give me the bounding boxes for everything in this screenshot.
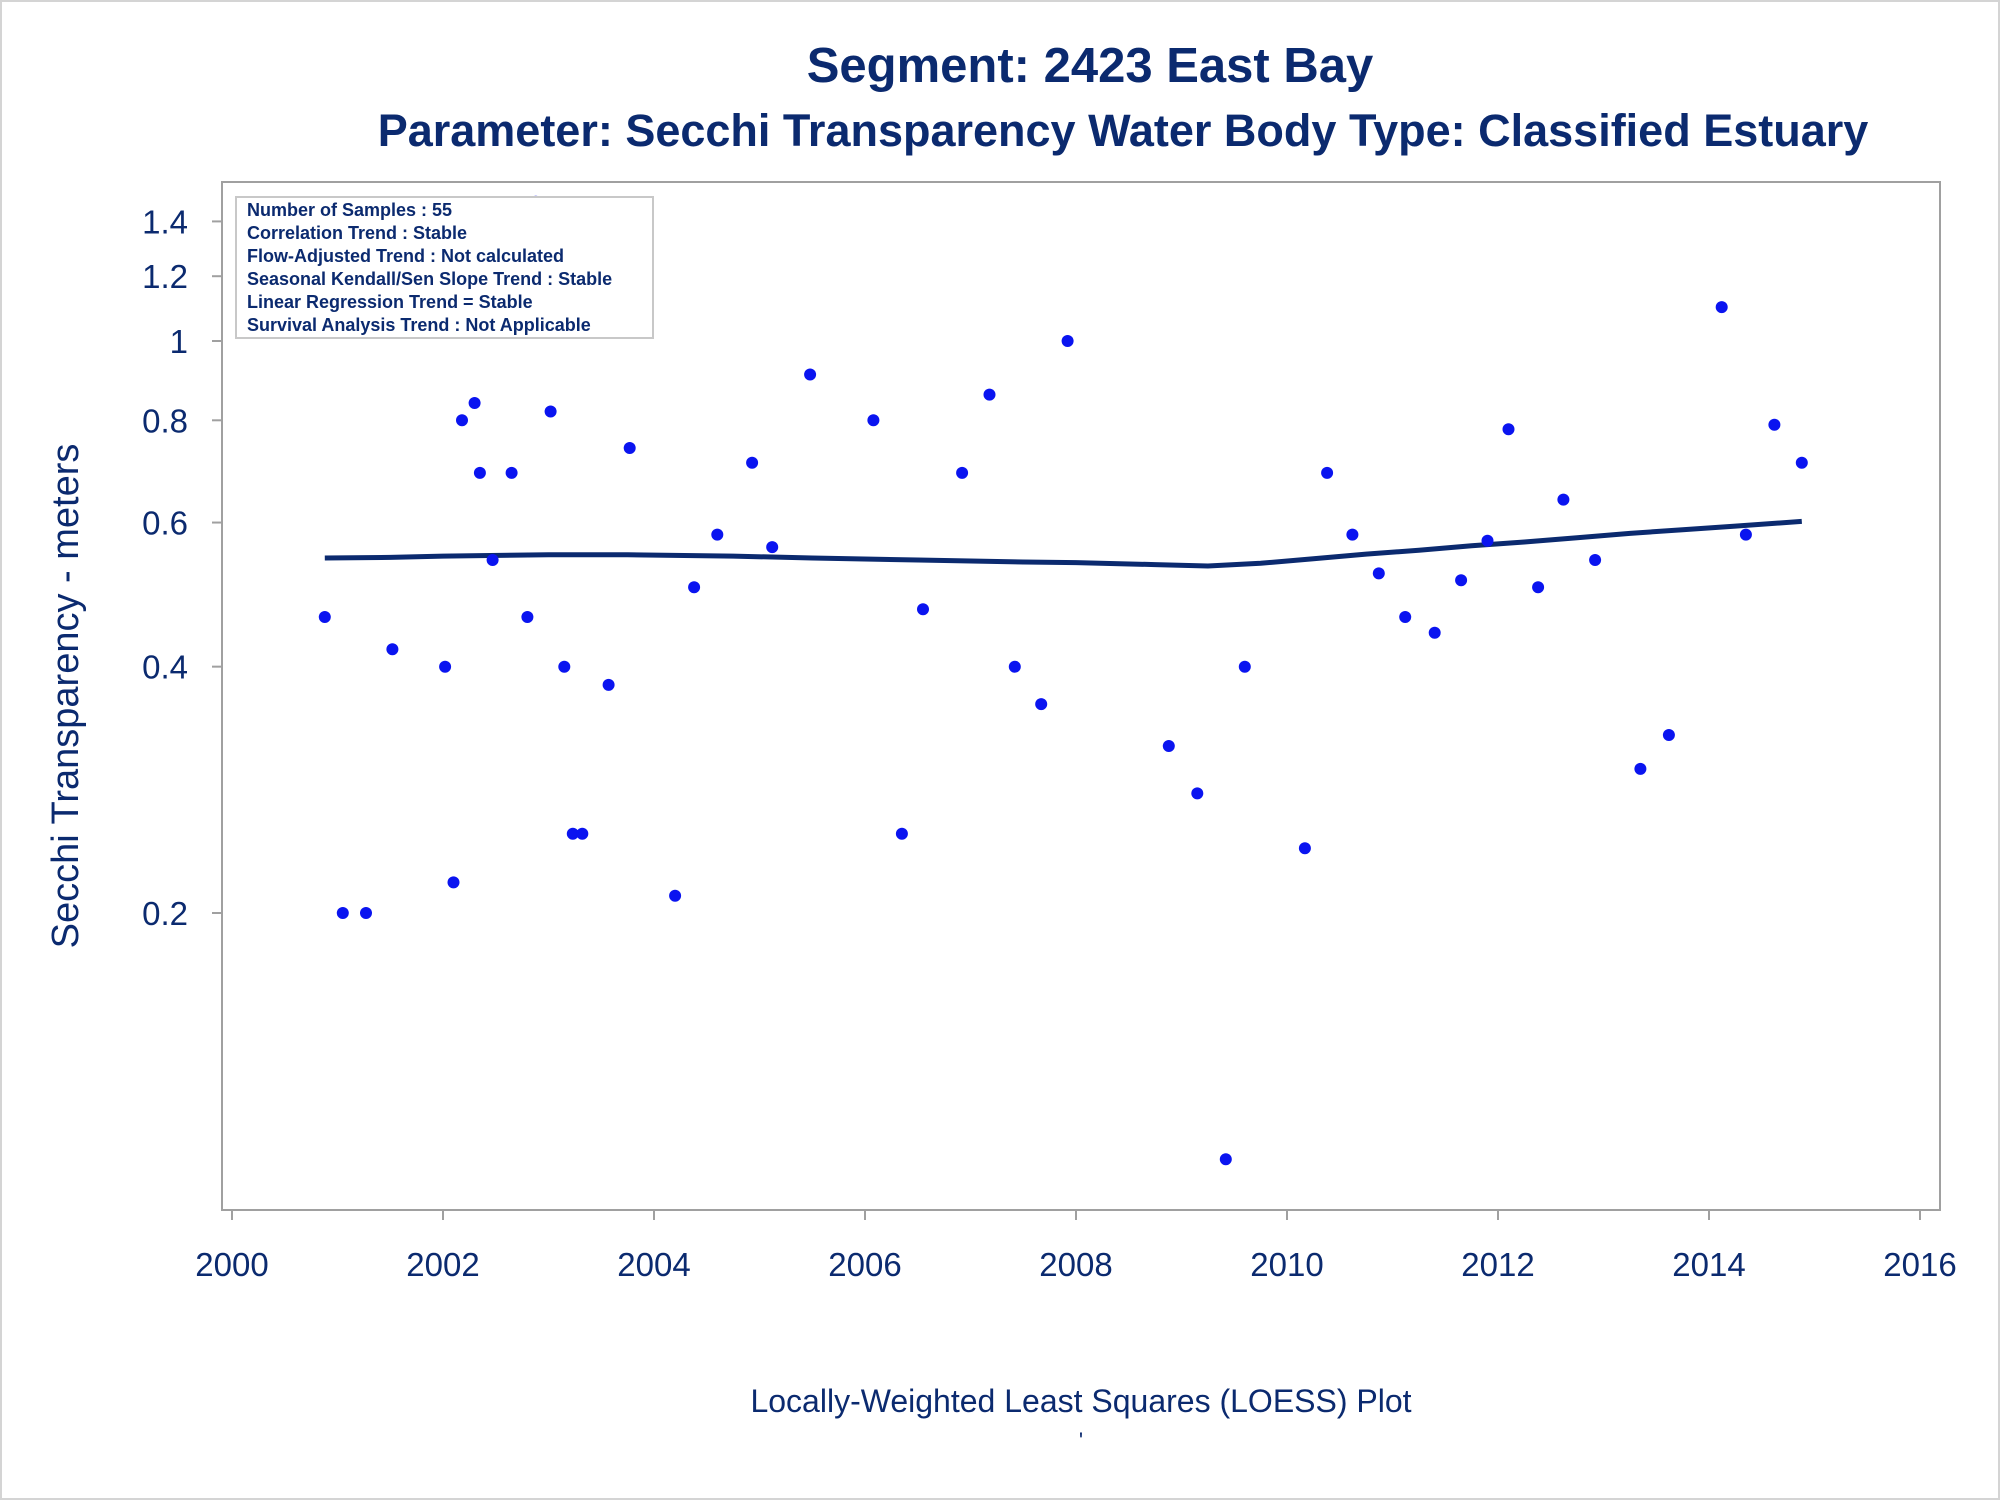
sample-point: [1238, 660, 1251, 673]
sample-point: [917, 603, 929, 616]
stats-line-survival: Survival Analysis Trend : Not Applicable: [247, 315, 591, 335]
x-tick-label: 2006: [828, 1246, 901, 1283]
sample-point: [1061, 335, 1074, 347]
sample-point: [558, 660, 571, 673]
sample-point: [711, 528, 724, 541]
sample-point: [1502, 423, 1515, 436]
loess-curve-layer: [324, 518, 1802, 569]
sample-point: [804, 368, 817, 381]
plot-area: [221, 181, 1941, 1211]
sample-point: [1399, 611, 1412, 623]
sample-points-layer: [318, 195, 1808, 1166]
sample-point: [1191, 787, 1204, 800]
sample-point: [1634, 762, 1647, 775]
sample-point: [1428, 626, 1441, 639]
sample-point: [486, 554, 499, 566]
y-tick-label: 1.2: [142, 258, 188, 295]
stats-line-correlation: Correlation Trend : Stable: [247, 223, 467, 243]
sample-point: [1557, 493, 1570, 506]
sample-point: [623, 442, 636, 454]
sample-point: [439, 660, 452, 673]
stats-line-samples: Number of Samples : 55: [247, 200, 452, 220]
x-tick-label: 2014: [1672, 1246, 1745, 1283]
y-tick-label: 1.4: [142, 203, 188, 240]
sample-point: [1035, 698, 1048, 711]
sample-point: [1589, 554, 1602, 566]
sample-point: [544, 405, 557, 418]
x-tick-label: 2010: [1250, 1246, 1323, 1283]
stats-box-border: [235, 196, 654, 339]
sample-point: [386, 643, 399, 656]
sample-point: [983, 388, 996, 401]
x-tick-label: 2008: [1039, 1246, 1112, 1283]
sample-point: [566, 827, 579, 840]
chart-subtitle: Parameter: Secchi Transparency Water Bod…: [378, 105, 1869, 156]
sample-point: [1372, 567, 1385, 580]
y-axis: 0.2 0.4 0.6 0.8 1 1.2 1.4: [142, 203, 222, 932]
sample-point: [1008, 660, 1021, 673]
sample-point: [1662, 729, 1675, 741]
stats-line-flow-adjusted: Flow-Adjusted Trend : Not calculated: [247, 246, 564, 266]
sample-point: [1321, 466, 1334, 479]
sample-point: [1795, 456, 1808, 469]
sample-point: [1455, 574, 1468, 587]
stats-box: Number of Samples : 55 Correlation Trend…: [235, 196, 654, 339]
y-tick-label: 0.4: [142, 649, 188, 686]
sample-point: [336, 907, 349, 919]
sample-point: [602, 678, 615, 691]
stats-line-linear-regression: Linear Regression Trend = Stable: [247, 292, 533, 312]
y-axis-label: Secchi Transparency - meters: [45, 444, 87, 949]
sample-point: [746, 456, 759, 469]
footnote-mark: ': [1079, 1428, 1083, 1453]
sample-point: [318, 611, 331, 623]
sample-point: [468, 397, 481, 409]
x-axis: 2000 2002 2004 2006 2008 2010 2012 2014 2016: [195, 1210, 1957, 1283]
sample-point: [1298, 842, 1311, 855]
x-tick-label: 2016: [1883, 1246, 1956, 1283]
sample-point: [1481, 534, 1494, 547]
loess-curve: [324, 518, 1802, 569]
sample-point: [956, 466, 969, 479]
sample-point: [1162, 740, 1175, 752]
sample-point: [867, 414, 880, 427]
sample-point: [1715, 301, 1728, 314]
sample-point: [766, 541, 779, 554]
sample-point: [521, 611, 534, 623]
sample-point: [505, 466, 518, 479]
sample-point: [447, 876, 460, 889]
sample-point: [1532, 581, 1545, 594]
y-tick-label: 0.8: [142, 402, 188, 439]
sample-point: [1739, 528, 1752, 541]
sample-point: [456, 414, 468, 427]
sample-point: [1219, 1153, 1232, 1166]
y-tick-label: 0.6: [142, 505, 188, 542]
sample-point: [360, 907, 372, 919]
sample-point: [473, 466, 486, 479]
sample-point: [688, 581, 701, 594]
sample-point: [669, 889, 682, 902]
x-axis-label: Locally-Weighted Least Squares (LOESS) P…: [750, 1383, 1411, 1419]
y-tick-label: 1: [170, 323, 188, 360]
sample-point: [1346, 528, 1359, 541]
x-tick-label: 2004: [617, 1246, 690, 1283]
chart-title: Segment: 2423 East Bay: [807, 39, 1374, 93]
stats-line-seasonal-kendall: Seasonal Kendall/Sen Slope Trend : Stabl…: [247, 269, 612, 289]
x-tick-label: 2002: [406, 1246, 479, 1283]
sample-point: [895, 827, 908, 840]
sample-point: [1768, 418, 1781, 431]
x-tick-label: 2012: [1461, 1246, 1534, 1283]
sample-point: [576, 827, 589, 840]
y-tick-label: 0.2: [142, 895, 188, 932]
x-tick-label: 2000: [195, 1246, 268, 1283]
